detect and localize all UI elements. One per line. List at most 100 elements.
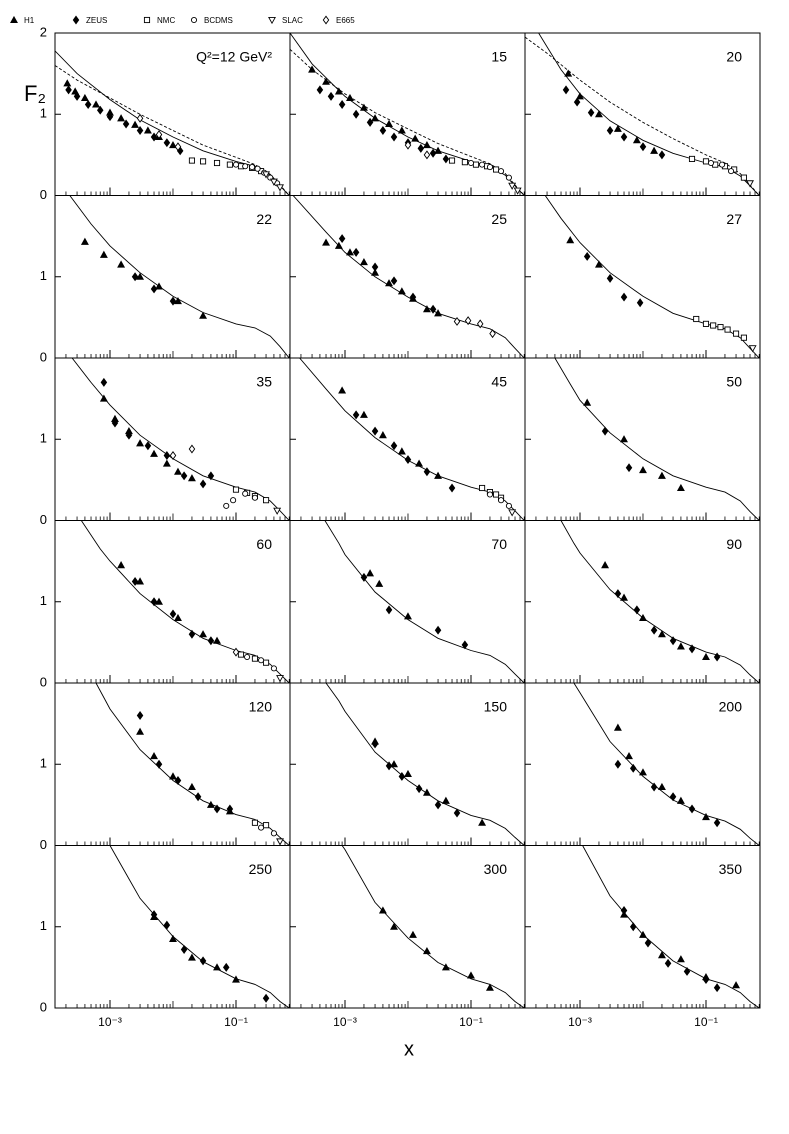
data-point (688, 644, 696, 654)
data-point (404, 612, 412, 620)
data-point (188, 157, 196, 164)
panel-frame (289, 32, 526, 196)
data-point (657, 951, 666, 959)
data-point (150, 751, 158, 760)
data-point (676, 483, 685, 492)
y-tick-label: 1 (40, 918, 47, 933)
data-point (262, 171, 271, 179)
data-point (688, 155, 696, 162)
data-point (650, 625, 658, 635)
data-point (614, 589, 622, 599)
data-point (434, 146, 443, 154)
data-point (664, 958, 672, 968)
data-point (683, 966, 691, 976)
data-point (226, 161, 233, 168)
x-tick-label: 10⁻³ (568, 1015, 592, 1029)
data-point (155, 597, 163, 605)
data-point (237, 651, 245, 658)
data-point (719, 161, 726, 168)
data-point (633, 605, 641, 615)
data-point (713, 818, 721, 828)
data-point (232, 647, 240, 657)
data-point (429, 148, 437, 158)
data-point (346, 248, 354, 256)
panel-label: 120 (249, 699, 273, 715)
data-point (80, 237, 89, 245)
data-point (359, 410, 368, 418)
data-point (106, 112, 114, 122)
data-point (334, 241, 343, 249)
data-point (371, 262, 379, 272)
data-point (206, 800, 215, 808)
data-point (423, 150, 431, 160)
legend-label: H1 (24, 16, 35, 25)
data-point (254, 165, 261, 172)
x-tick-label: 10⁻¹ (224, 1015, 248, 1029)
data-point (249, 164, 256, 171)
data-point (276, 838, 284, 846)
y-tick-label: 2 (40, 24, 47, 39)
data-point (397, 447, 406, 455)
data-point (434, 800, 442, 810)
fit-curve (290, 33, 525, 196)
panel-label: 22 (256, 211, 272, 227)
data-point (352, 410, 360, 420)
data-point (508, 509, 517, 517)
data-point (163, 451, 171, 460)
data-point (174, 142, 182, 152)
data-point (620, 593, 628, 601)
data-point (375, 579, 384, 587)
data-point (404, 140, 412, 150)
data-point (100, 377, 108, 387)
data-point (150, 910, 158, 920)
data-point (222, 962, 230, 972)
y-tick-label: 0 (40, 512, 47, 527)
data-point (136, 126, 144, 135)
data-point (688, 804, 696, 814)
panel-label: 200 (719, 699, 743, 715)
data-point (606, 126, 614, 135)
x-axis-label: x (404, 1038, 414, 1060)
data-point (625, 751, 633, 760)
data-point (486, 491, 494, 498)
data-point (188, 629, 196, 639)
x-tick-label: 10⁻¹ (694, 1015, 718, 1029)
data-point (131, 120, 140, 128)
data-point (242, 163, 249, 170)
panel-label: 25 (491, 211, 507, 227)
data-point (251, 819, 259, 826)
data-point (448, 483, 456, 493)
fit-curve-dashed (290, 48, 525, 196)
data-point (485, 983, 494, 991)
y-tick-label: 1 (40, 431, 47, 446)
data-point (230, 497, 237, 504)
data-point (614, 759, 622, 769)
data-point (478, 818, 487, 826)
data-point (187, 782, 196, 791)
data-point (453, 808, 461, 818)
panel-label: 60 (256, 536, 272, 552)
data-point (562, 85, 570, 95)
panel-label: 350 (719, 861, 743, 877)
data-point (84, 100, 92, 109)
data-point (587, 108, 595, 118)
data-point (378, 906, 387, 914)
data-point (92, 100, 100, 108)
data-point (639, 465, 647, 474)
data-point (415, 459, 424, 467)
legend-marker (10, 15, 18, 24)
data-point (702, 812, 710, 821)
fit-curve (341, 845, 525, 1008)
data-point (422, 788, 431, 796)
data-point (371, 739, 379, 749)
data-point (187, 953, 196, 961)
fit-curve (573, 683, 760, 846)
data-point (180, 471, 188, 481)
data-point (352, 247, 360, 257)
data-point (732, 981, 741, 989)
data-point (740, 174, 747, 181)
data-point (728, 168, 735, 175)
data-point (620, 292, 628, 302)
data-point (359, 257, 368, 266)
data-point (169, 934, 177, 942)
